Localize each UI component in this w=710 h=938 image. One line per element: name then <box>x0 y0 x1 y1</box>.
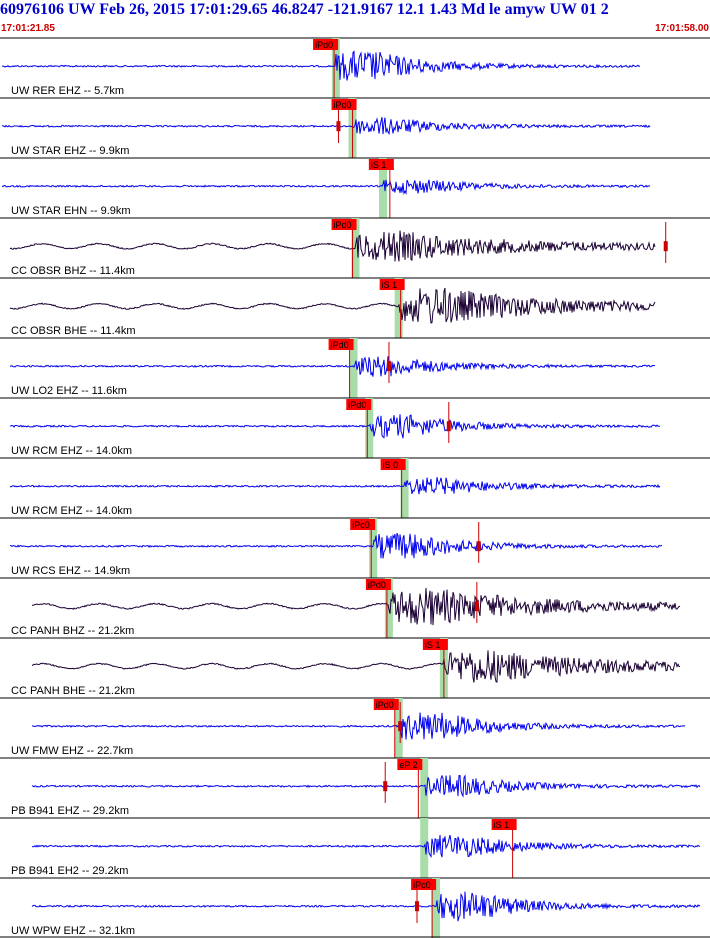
pick-label: iPd0 <box>368 580 386 590</box>
pick-box <box>365 579 391 590</box>
pick-window <box>365 398 374 458</box>
pick-window <box>349 338 358 398</box>
coda-marker-tick <box>336 121 341 132</box>
trace-row: eP 2 PB B941 EHZ -- 29.2km <box>0 757 710 818</box>
pick-box <box>331 219 357 230</box>
channel-label: UW STAR EHN -- 9.9km <box>11 205 131 217</box>
waveform <box>9 230 656 262</box>
pick-label: iPc0 <box>413 880 431 890</box>
channel-label: UW RCS EHZ -- 14.9km <box>11 565 130 577</box>
trace-row: iS 1 PB B941 EH2 -- 29.2km <box>0 817 710 878</box>
coda-marker-tick <box>474 601 479 612</box>
trace-row: iS 0 UW RCM EHZ -- 14.0km <box>0 457 710 518</box>
pick-label: iPc0 <box>352 520 370 530</box>
channel-label: UW RCM EHZ -- 14.0km <box>11 445 132 457</box>
pick-box <box>491 819 517 830</box>
pick-box <box>350 519 376 530</box>
pick-box <box>380 459 406 470</box>
pick-window <box>394 278 403 338</box>
trace-row: iPc0 UW RCS EHZ -- 14.9km <box>0 517 710 578</box>
pick-window <box>378 158 387 218</box>
start-time-label: 17:01:21.85 <box>1 23 55 34</box>
trace-row: iPd0 UW STAR EHZ -- 9.9km <box>0 97 710 158</box>
trace-row: iPd0 UW RCM EHZ -- 14.0km <box>0 397 710 458</box>
pick-window <box>369 518 378 578</box>
pick-label: iS 1 <box>425 640 441 650</box>
pick-label: iPd0 <box>348 400 366 410</box>
channel-label: UW STAR EHZ -- 9.9km <box>11 145 129 157</box>
channel-label: UW FMW EHZ -- 22.7km <box>11 745 133 757</box>
waveform <box>1 116 651 136</box>
pick-label: iPd0 <box>331 340 349 350</box>
waveform <box>9 414 661 439</box>
channel-label: UW LO2 EHZ -- 11.6km <box>11 385 127 397</box>
waveform <box>31 834 701 859</box>
channel-label: UW RER EHZ -- 5.7km <box>11 85 124 97</box>
channel-label: CC PANH BHZ -- 21.2km <box>11 625 134 637</box>
pick-label: iPd0 <box>334 100 352 110</box>
pick-window <box>400 458 409 518</box>
waveform <box>31 650 681 683</box>
waveform <box>31 712 686 740</box>
waveform <box>9 477 661 495</box>
waveform <box>31 587 681 626</box>
pick-box <box>422 639 448 650</box>
pick-box <box>373 699 399 710</box>
pick-label: iS 1 <box>371 160 387 170</box>
pick-label: iS 0 <box>383 460 399 470</box>
channel-label: UW RCM EHZ -- 14.0km <box>11 505 132 517</box>
pick-box <box>379 279 405 290</box>
trace-row: iPc0 UW WPW EHZ -- 32.1km <box>0 877 710 938</box>
pick-label: iPd0 <box>376 700 394 710</box>
pick-window <box>420 758 429 818</box>
pick-box <box>331 99 357 110</box>
channel-label: CC OBSR BHE -- 11.4km <box>11 325 136 337</box>
event-title: 60976106 UW Feb 26, 2015 17:01:29.65 46.… <box>0 1 609 18</box>
pick-label: iS 1 <box>382 280 398 290</box>
trace-row: iPd0 CC OBSR BHZ -- 11.4km <box>0 217 710 278</box>
pick-label: iPd0 <box>315 40 333 50</box>
trace-row: iPd0 CC PANH BHZ -- 21.2km <box>0 577 710 638</box>
trace-row: iPd0 UW RER EHZ -- 5.7km <box>0 37 710 98</box>
pick-label: eP 2 <box>399 760 417 770</box>
waveform <box>31 891 701 922</box>
pick-box <box>328 339 354 350</box>
channel-label: PB B941 EHZ -- 29.2km <box>11 805 129 817</box>
coda-marker-tick <box>415 901 420 912</box>
waveform <box>1 50 641 81</box>
pick-box <box>313 39 339 50</box>
waveform <box>31 774 701 798</box>
pick-box <box>397 759 423 770</box>
coda-marker-tick <box>386 361 391 372</box>
pick-window <box>420 818 429 878</box>
waveform <box>9 533 663 559</box>
pick-label: iS 1 <box>494 820 510 830</box>
trace-row: iS 1 UW STAR EHN -- 9.9km <box>0 157 710 218</box>
pick-box <box>346 399 372 410</box>
channel-label: UW WPW EHZ -- 32.1km <box>11 925 135 937</box>
trace-row: iPd0 UW LO2 EHZ -- 11.6km <box>0 337 710 398</box>
trace-row: iS 1 CC PANH BHE -- 21.2km <box>0 637 710 698</box>
channel-label: CC OBSR BHZ -- 11.4km <box>11 265 135 277</box>
end-time-label: 17:01:58.00 <box>655 23 709 34</box>
pick-box <box>411 879 437 890</box>
waveform <box>1 179 651 196</box>
pick-label: iPd0 <box>334 220 352 230</box>
channel-label: CC PANH BHE -- 21.2km <box>11 685 135 697</box>
trace-row: iPd0 UW FMW EHZ -- 22.7km <box>0 697 710 758</box>
coda-marker-tick <box>476 541 481 552</box>
coda-marker-tick <box>398 721 403 732</box>
pick-window <box>432 878 441 938</box>
coda-marker-tick <box>383 781 388 792</box>
pick-box <box>368 159 394 170</box>
trace-row: iS 1 CC OBSR BHE -- 11.4km <box>0 277 710 338</box>
coda-marker-tick <box>446 421 451 432</box>
channel-label: PB B941 EH2 -- 29.2km <box>11 865 128 877</box>
waveform <box>9 356 656 377</box>
waveform <box>9 287 656 324</box>
coda-marker-tick <box>663 241 668 252</box>
pick-window <box>331 38 340 98</box>
